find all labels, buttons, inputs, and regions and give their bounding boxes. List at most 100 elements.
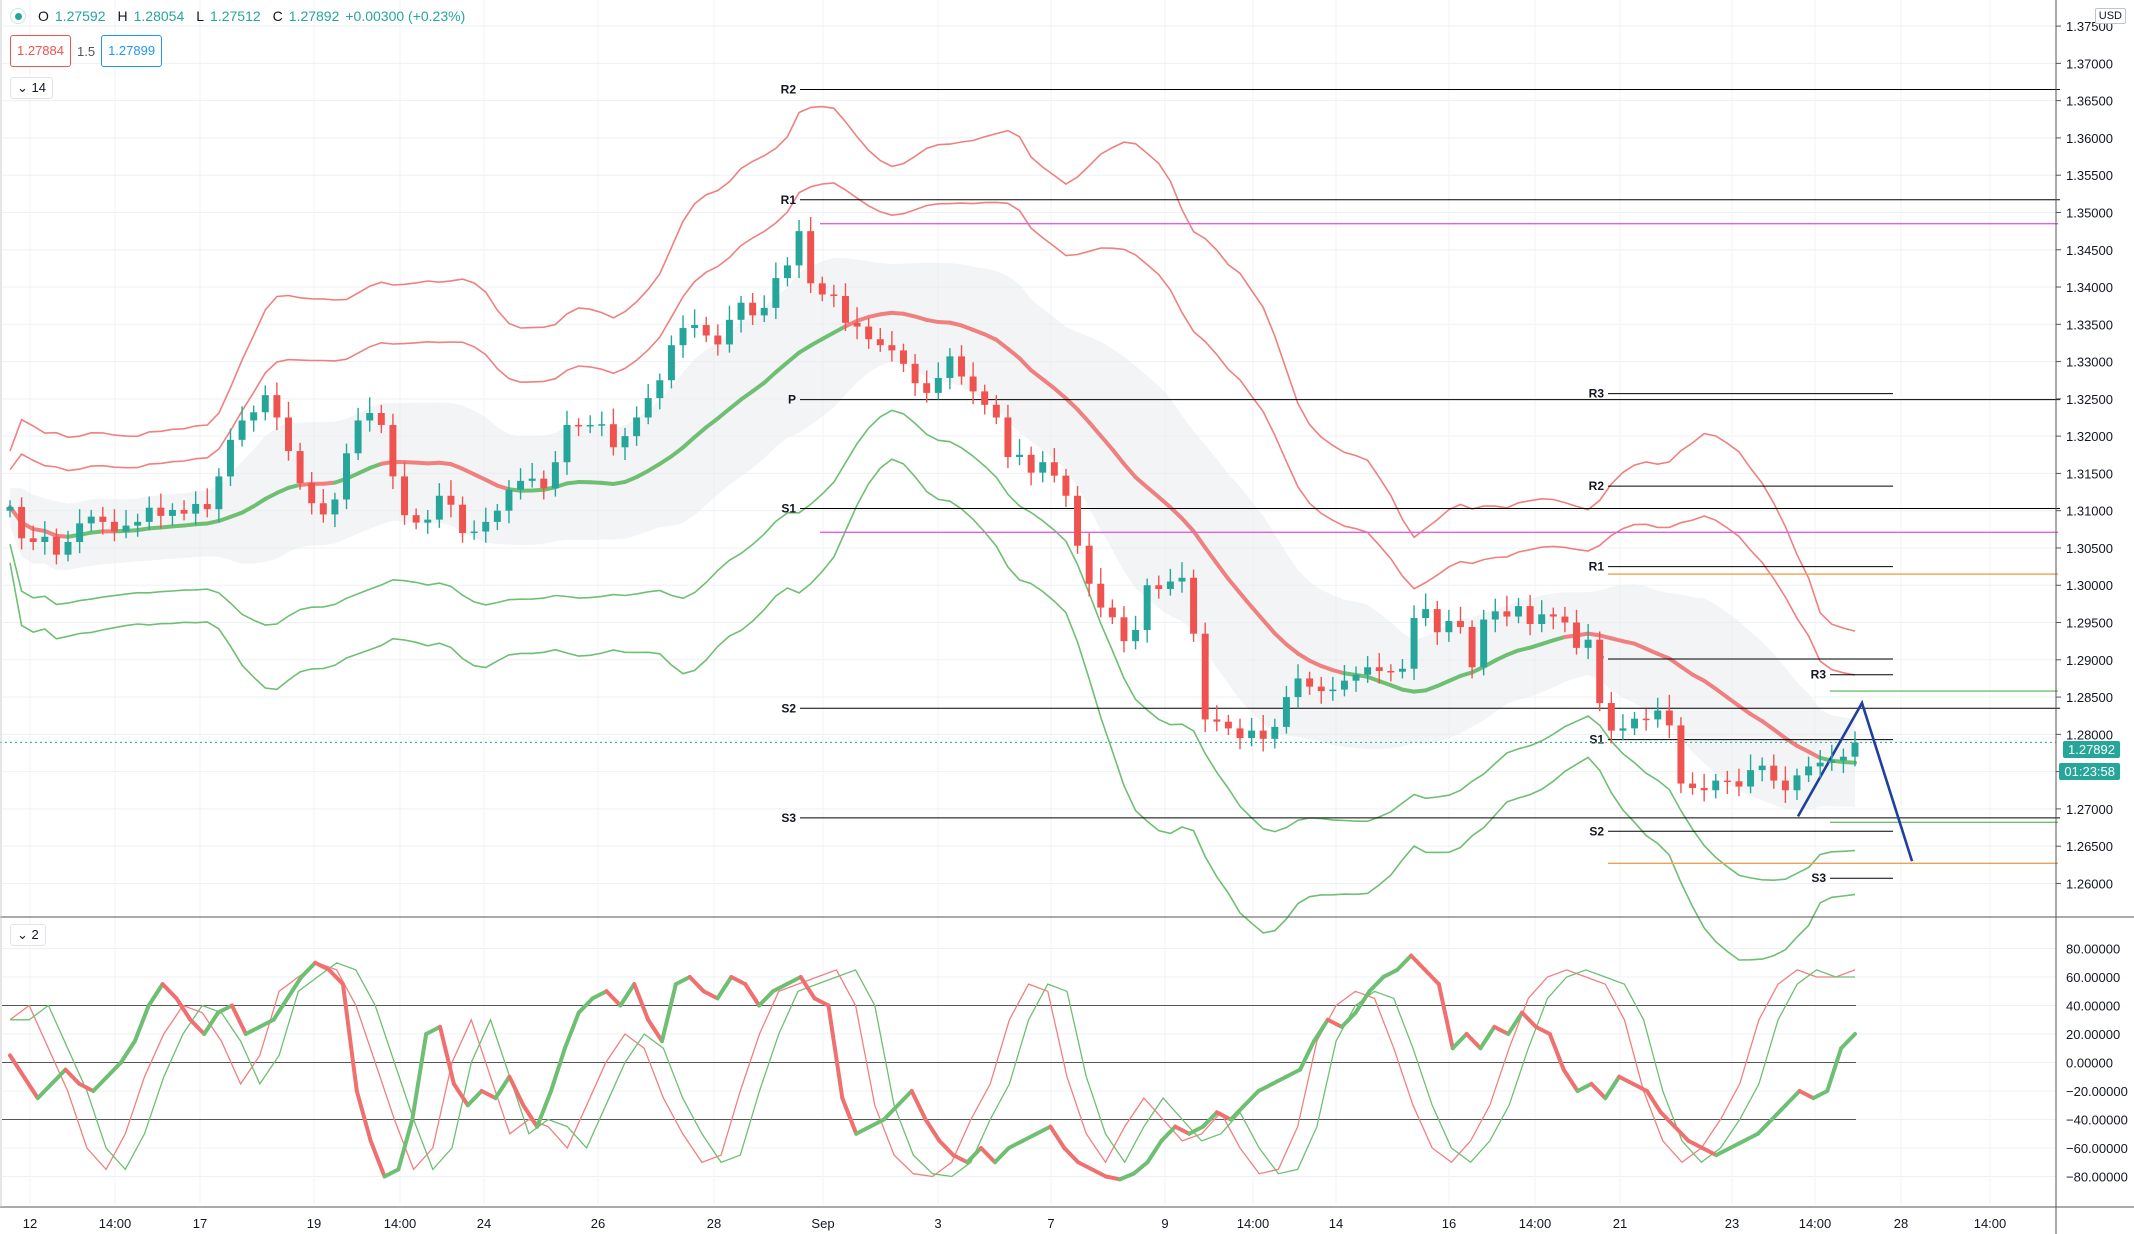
candle-body [830, 294, 838, 296]
moving-average-segment [855, 314, 871, 323]
candle-body [749, 302, 757, 316]
candle-body [1294, 678, 1302, 698]
moving-average-segment [808, 336, 825, 348]
stochastic-k-segment [1547, 1032, 1566, 1072]
stochastic-k-segment [299, 960, 318, 979]
moving-average-segment [727, 397, 744, 411]
candle-body [795, 231, 803, 266]
moving-average-segment [1319, 664, 1335, 673]
candle-body [1236, 728, 1244, 739]
moving-average-segment [263, 490, 279, 501]
y-tick-label: 1.36000 [2066, 131, 2113, 146]
moving-average-segment [959, 323, 976, 332]
upper-band-line [9, 182, 1856, 676]
candle-body [911, 363, 919, 384]
candle-body [180, 509, 188, 514]
stochastic-k-segment [1575, 1081, 1594, 1093]
moving-average-segment [1446, 673, 1463, 684]
moving-average-segment [1423, 684, 1440, 693]
sub-indicator-legend-toggle[interactable]: ⌄ 2 [10, 924, 46, 946]
stochastic-k-segment [1603, 1074, 1622, 1101]
sell-button[interactable]: 1.27884 [10, 35, 71, 67]
stochastic-k-segment [507, 1074, 526, 1108]
candle-body [1050, 462, 1058, 476]
stochastic-k-segment [576, 996, 595, 1015]
stochastic-k-segment [1436, 982, 1455, 1051]
candle-body [946, 356, 954, 378]
candle-body [261, 395, 269, 413]
moving-average-segment [1377, 679, 1393, 688]
stochastic-k-segment [1644, 1089, 1663, 1115]
stochastic-k-segment [1076, 1160, 1095, 1172]
stochastic-k-segment [1090, 1167, 1108, 1179]
candle-body [319, 503, 327, 515]
stochastic-k-segment [340, 982, 359, 1093]
x-tick-label: 28 [707, 1216, 721, 1231]
candle-body [1433, 609, 1441, 633]
candle-body [1677, 725, 1685, 784]
candle-body [714, 335, 722, 345]
candle-body [609, 424, 617, 448]
stochastic-k-segment [229, 1003, 248, 1036]
pivot-label: R3 [1811, 668, 1827, 682]
stochastic-k-segment [1658, 1110, 1677, 1129]
stochastic-k-segment [1825, 1046, 1844, 1093]
candle-body [505, 489, 513, 511]
osc-tick-label: 20.00000 [2066, 1027, 2120, 1042]
stochastic-k-segment [118, 1039, 137, 1065]
candle-body [1747, 770, 1755, 787]
candle-body [900, 350, 907, 364]
candle-body [215, 476, 223, 510]
buy-button[interactable]: 1.27899 [101, 35, 163, 67]
close-label: C [272, 8, 283, 24]
close-value: 1.27892 [288, 8, 340, 24]
stochastic-k-segment [174, 996, 193, 1022]
stochastic-k-segment [812, 996, 831, 1008]
candle-body [168, 509, 176, 516]
stochastic-pane [2, 953, 1857, 1182]
moving-average-segment [704, 416, 720, 430]
y-tick-label: 1.29500 [2066, 616, 2113, 631]
stochastic-k-segment [798, 975, 817, 1001]
x-tick-label: 14:00 [384, 1216, 417, 1231]
candle-body [981, 391, 989, 405]
moving-average-segment [1156, 495, 1173, 510]
y-tick-label: 1.35000 [2066, 205, 2113, 220]
ohlc-legend: O 1.27592 H 1.28054 L 1.27512 C 1.27892 +0.0… [10, 8, 465, 24]
indicator-legend-toggle[interactable]: ⌄ 14 [10, 77, 53, 99]
candle-body [52, 536, 60, 555]
stochastic-k-segment [479, 1089, 498, 1101]
moving-average-segment [1087, 420, 1103, 438]
candle-body [586, 424, 594, 427]
candle-body [134, 521, 142, 526]
osc-tick-label: 80.00000 [2066, 942, 2120, 957]
candle-body [1480, 619, 1488, 668]
stochastic-k-segment [1256, 1081, 1275, 1093]
candle-body [667, 345, 675, 381]
stochastic-k-segment [1173, 1124, 1192, 1136]
moving-average-segment [1725, 695, 1741, 708]
stochastic-k-segment [1367, 975, 1386, 994]
stochastic-k-segment [1242, 1089, 1261, 1108]
currency-badge[interactable]: USD [2094, 8, 2126, 24]
moving-average-segment [1226, 577, 1242, 596]
moving-average-segment [657, 454, 674, 466]
x-tick-label: 14:00 [1237, 1216, 1270, 1231]
moving-average-segment [1017, 356, 1034, 373]
candle-body [1607, 703, 1615, 731]
stochastic-k-segment [854, 1124, 873, 1136]
candle-body [1410, 618, 1418, 669]
candle-body [1306, 678, 1314, 687]
candle-body [1491, 611, 1499, 620]
moving-average-segment [1145, 485, 1161, 500]
moving-average-segment [1713, 686, 1730, 700]
candle-body [1712, 780, 1720, 791]
moving-average-segment [1365, 674, 1382, 684]
moving-average-segment [1678, 664, 1695, 677]
stochastic-k-segment [21, 1074, 40, 1101]
candle-body [1108, 607, 1116, 618]
high-value: 1.28054 [133, 8, 185, 24]
candle-body [1074, 495, 1082, 546]
stochastic-k-segment [951, 1153, 970, 1165]
